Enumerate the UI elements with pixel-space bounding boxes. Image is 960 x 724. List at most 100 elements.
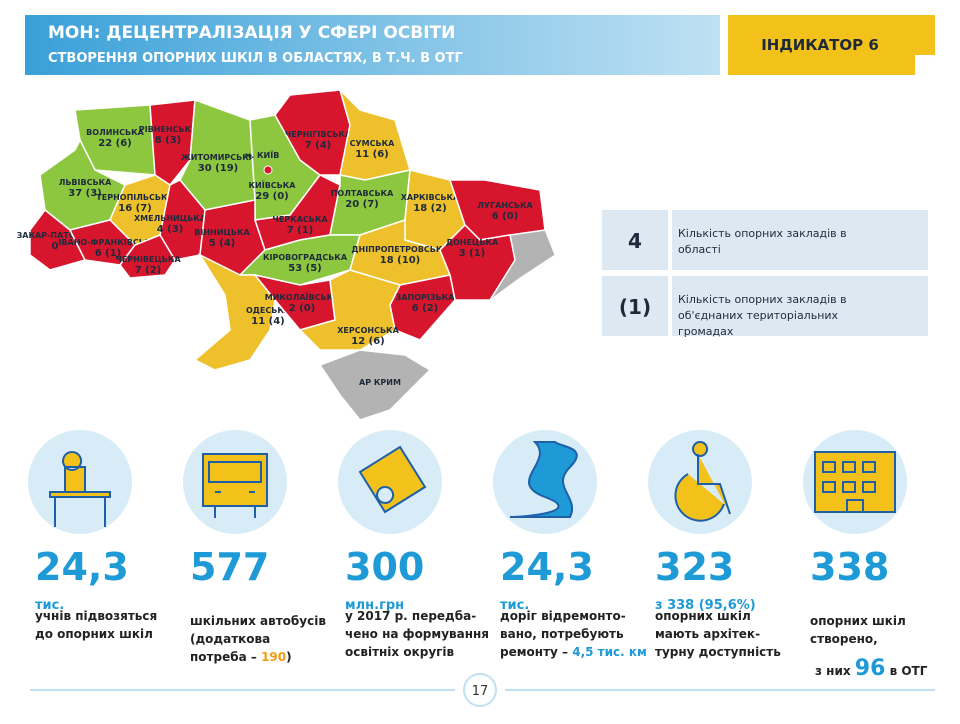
fold <box>915 55 935 75</box>
stat-number: 24,3 <box>35 545 129 589</box>
stat-line: ремонту – 4,5 тис. км <box>500 645 647 659</box>
stat-line: потреба – 190) <box>190 650 292 664</box>
title: МОН: ДЕЦЕНТРАЛІЗАЦІЯ У СФЕРІ ОСВІТИ <box>48 23 455 43</box>
legend-symbol: 4 <box>628 229 642 253</box>
legend: 4 Кількість опорних закладів в області (1) К… <box>602 210 928 338</box>
stat-line: доріг відремонто- <box>500 609 626 623</box>
stat-text: опорних шкіл <box>810 614 906 628</box>
region-name: ХАРКІВСЬКА <box>401 193 460 202</box>
stat-line: шкільних автобусів <box>190 614 326 628</box>
stat-line: освітніх округів <box>345 645 455 659</box>
legend-symbol: (1) <box>619 295 651 319</box>
stat-unit: млн.грн <box>345 598 404 613</box>
region-name: ЛУГАНСЬКА <box>477 201 533 210</box>
region-value: 4 (3) <box>157 224 184 235</box>
stat-text: турну доступність <box>655 645 781 659</box>
stat-number: 323 <box>655 545 734 589</box>
subtitle: СТВОРЕННЯ ОПОРНИХ ШКІЛ В ОБЛАСТЯХ, В Т.Ч… <box>48 51 463 66</box>
icon <box>674 441 731 522</box>
region-value: 3 (1) <box>459 248 486 259</box>
region-value: 6 (0) <box>492 211 519 222</box>
region-value: 7 (2) <box>135 265 162 276</box>
stat-number: 338 <box>810 545 889 589</box>
region-name: ЛЬВІВСЬКА <box>59 178 112 187</box>
stat-text: (додаткова <box>190 632 270 646</box>
region-name: ЖИТОМИРСЬКА <box>181 153 256 162</box>
stat-unit: з 338 (95,6%) <box>655 598 756 613</box>
legend-text-cell <box>672 276 928 336</box>
region-name: ІВАНО-ФРАНКІВСЬКА <box>58 238 158 247</box>
capital-dot <box>263 165 273 175</box>
stat-text: ) <box>286 650 291 664</box>
region-value: 7 (4) <box>305 140 332 151</box>
stat-text: потреба – <box>190 650 261 664</box>
region-value: 6 (1) <box>95 248 122 259</box>
icon <box>814 451 896 513</box>
region <box>74 104 156 176</box>
region-value: 2 (0) <box>289 303 316 314</box>
region-name: ХМЕЛЬНИЦЬКА <box>134 214 207 223</box>
region-value: 16 (7) <box>118 203 152 214</box>
region-name: ЧЕРНІГІВСЬКА <box>285 130 352 139</box>
page-number: 17 <box>472 684 489 699</box>
region-value: 6 (2) <box>412 303 439 314</box>
region <box>298 269 402 351</box>
stat-text: у 2017 р. передба- <box>345 609 476 623</box>
region-name: ТЕРНОПІЛЬСЬКА <box>96 193 174 202</box>
stat-line: з них 96 в ОТГ <box>815 656 928 681</box>
region-name: АР КРИМ <box>359 378 401 387</box>
stat-text: ремонту – <box>500 645 572 659</box>
stat-line: чено на формування <box>345 627 489 641</box>
region-value: 7 (1) <box>287 225 314 236</box>
region-name: МИКОЛАЇВСЬКА <box>265 292 340 302</box>
stat-line: вано, потребують <box>500 627 624 641</box>
stat-number: 577 <box>190 545 269 589</box>
region-name: ОДЕСЬКА <box>246 306 291 315</box>
icon <box>358 445 427 514</box>
region-value: 53 (5) <box>288 263 322 274</box>
stat-text: мають архітек- <box>655 627 760 641</box>
region-value: 30 (19) <box>198 163 238 174</box>
header-bar <box>25 15 720 75</box>
stat-number: 300 <box>345 545 424 589</box>
legend-text: Кількість опорних закладів в області <box>678 227 847 256</box>
region-name: КІРОВОГРАДСЬКА <box>263 253 348 262</box>
stat-line: створено, <box>810 632 878 646</box>
region-value: 18 (10) <box>380 255 420 266</box>
region-value: 8 (3) <box>155 135 182 146</box>
capital-label: м. КИЇВ <box>245 150 280 160</box>
stat-line: учнів підвозяться <box>35 609 157 623</box>
stat-line: опорних шкіл <box>655 609 751 623</box>
icon <box>202 453 268 518</box>
page-circle <box>463 673 497 707</box>
region <box>318 349 432 421</box>
stat-text: створено, <box>810 632 878 646</box>
region-name: ВІННИЦЬКА <box>194 228 250 237</box>
region-value: 20 (7) <box>345 199 379 210</box>
region-value: 11 (4) <box>251 316 285 327</box>
region-name: СУМСЬКА <box>350 139 396 148</box>
stat-line: у 2017 р. передба- <box>345 609 476 623</box>
region-name: ДОНЕЦЬКА <box>446 238 499 247</box>
region-value: 0 <box>52 241 59 252</box>
region-name: ПОЛТАВСЬКА <box>331 189 394 198</box>
stat-text: вано, потребують <box>500 627 624 641</box>
stat-line: турну доступність <box>655 645 781 659</box>
indicator: ІНДИКАТОР 6 <box>761 36 879 54</box>
icon <box>49 451 111 527</box>
region-name: ЧЕРКАСЬКА <box>272 215 328 224</box>
stat-number: 24,3 <box>500 545 594 589</box>
region-value: 22 (6) <box>98 138 132 149</box>
stat-text: 190 <box>261 650 286 664</box>
legend-symbol-cell <box>602 210 668 270</box>
stat-line: (додаткова <box>190 632 270 646</box>
stat-text: учнів підвозяться <box>35 609 157 623</box>
region-value: 18 (2) <box>413 203 447 214</box>
stat-text: опорних шкіл <box>655 609 751 623</box>
region <box>338 87 411 181</box>
stat-text: в ОТГ <box>885 664 927 678</box>
stat-text: доріг відремонто- <box>500 609 626 623</box>
